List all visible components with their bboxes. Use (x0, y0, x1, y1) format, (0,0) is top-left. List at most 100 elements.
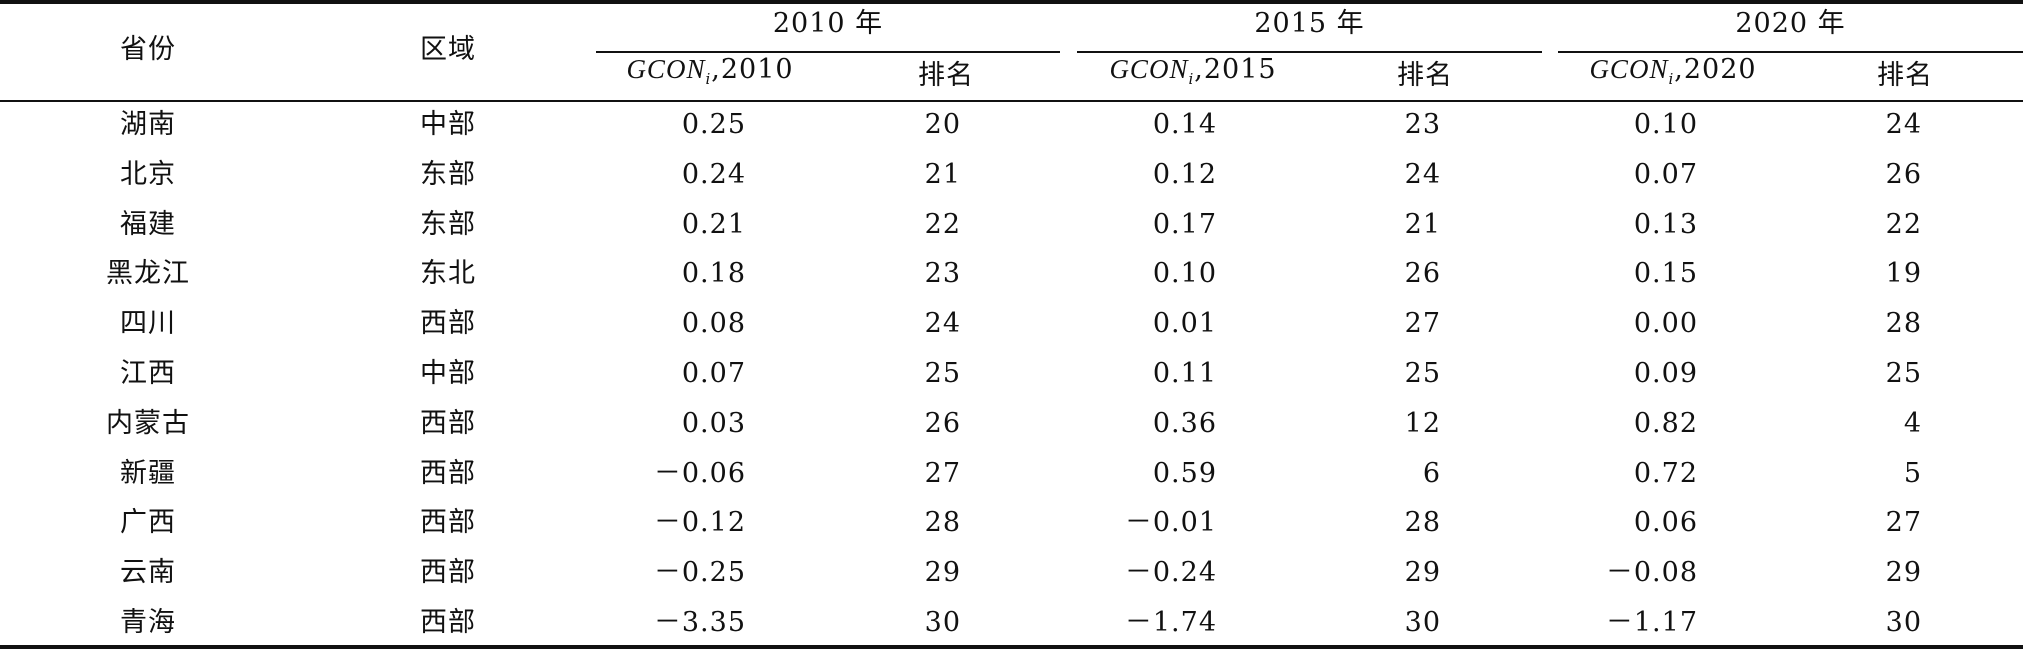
value-cell: 0.36 (1152, 407, 1217, 439)
rank-cell: 4 (1903, 407, 1922, 439)
group-rule (1077, 51, 1542, 53)
bottom-rule (0, 645, 2023, 649)
value-cell: 0.10 (1152, 258, 1217, 290)
value-cell: 0.25 (681, 109, 746, 140)
value-suffix: ,2020 (1674, 53, 1757, 85)
rank-cell: 21 (924, 158, 961, 190)
region-cell: 西部 (420, 507, 476, 539)
header-rule (0, 100, 2023, 102)
rank-cell: 24 (1404, 158, 1441, 190)
province-cell: 青海 (120, 607, 176, 638)
value-cell: 0.59 (1152, 457, 1217, 489)
value-cell: －0.25 (653, 557, 746, 589)
rank-cell: 12 (1404, 407, 1441, 439)
value-cell: －1.74 (1124, 607, 1217, 638)
value-cell: －0.12 (653, 507, 746, 539)
value-cell: －0.01 (1124, 507, 1217, 539)
group-title: 2010 年 (772, 8, 884, 39)
value-cell: －0.24 (1124, 557, 1217, 589)
province-cell: 云南 (120, 557, 176, 589)
value-cell: 0.72 (1633, 457, 1698, 489)
rank-cell: 23 (1404, 109, 1441, 140)
rank-cell: 24 (924, 308, 961, 340)
rank-cell: 27 (1404, 308, 1441, 340)
rank-cell: 24 (1885, 109, 1922, 140)
group-title: 2015 年 (1254, 8, 1365, 39)
rank-cell: 23 (924, 258, 961, 290)
rank-header: 排名 (1877, 60, 1933, 91)
region-cell: 东北 (420, 258, 476, 290)
region-cell: 东部 (420, 208, 476, 240)
rank-cell: 25 (1885, 358, 1922, 389)
value-header: GCONi,2010 (626, 52, 793, 96)
rank-cell: 5 (1903, 457, 1922, 489)
value-header: GCONi,2020 (1589, 52, 1756, 96)
province-cell: 江西 (120, 358, 176, 389)
province-cell: 福建 (120, 208, 176, 240)
value-cell: 0.08 (681, 308, 746, 340)
region-cell: 西部 (420, 607, 476, 638)
rank-cell: 25 (924, 358, 961, 389)
value-cell: 0.15 (1633, 258, 1698, 290)
value-cell: 0.07 (1633, 158, 1698, 190)
rank-cell: 26 (1404, 258, 1441, 290)
rank-cell: 26 (924, 407, 961, 439)
top-rule (0, 0, 2023, 4)
value-cell: －0.06 (653, 457, 746, 489)
value-cell: 0.10 (1633, 109, 1698, 140)
value-cell: 0.00 (1633, 308, 1698, 340)
region-cell: 东部 (420, 158, 476, 190)
province-cell: 黑龙江 (106, 258, 190, 290)
region-cell: 西部 (420, 407, 476, 439)
rank-cell: 28 (1404, 507, 1441, 539)
value-cell: 0.14 (1152, 109, 1217, 140)
group-title: 2020 年 (1735, 8, 1846, 39)
rank-cell: 27 (924, 457, 961, 489)
value-cell: 0.07 (681, 358, 746, 389)
rank-cell: 28 (924, 507, 961, 539)
value-name: GCON (1589, 53, 1669, 84)
rank-header: 排名 (1397, 60, 1453, 91)
value-cell: 0.82 (1633, 407, 1698, 439)
province-cell: 四川 (120, 308, 176, 340)
region-cell: 西部 (420, 457, 476, 489)
rank-cell: 30 (1885, 607, 1922, 638)
value-cell: －1.17 (1605, 607, 1698, 638)
value-name: GCON (1109, 53, 1189, 84)
header-region: 区域 (420, 34, 476, 65)
province-cell: 广西 (120, 507, 176, 539)
rank-cell: 30 (924, 607, 961, 638)
value-cell: 0.11 (1152, 358, 1217, 389)
region-cell: 中部 (420, 358, 476, 389)
rank-cell: 27 (1885, 507, 1922, 539)
value-cell: 0.24 (681, 158, 746, 190)
rank-header: 排名 (918, 60, 974, 91)
region-cell: 中部 (420, 109, 476, 140)
value-name: GCON (626, 53, 706, 84)
rank-cell: 20 (924, 109, 961, 140)
rank-cell: 25 (1404, 358, 1441, 389)
value-cell: 0.13 (1633, 208, 1698, 240)
rank-cell: 22 (924, 208, 961, 240)
province-cell: 北京 (120, 158, 176, 190)
rank-cell: 30 (1404, 607, 1441, 638)
value-header: GCONi,2015 (1109, 52, 1276, 96)
value-cell: －3.35 (653, 607, 746, 638)
rank-cell: 21 (1404, 208, 1441, 240)
province-cell: 湖南 (120, 109, 176, 140)
province-cell: 新疆 (120, 457, 176, 489)
rank-cell: 6 (1422, 457, 1441, 489)
province-cell: 内蒙古 (106, 407, 190, 439)
rank-cell: 22 (1885, 208, 1922, 240)
region-cell: 西部 (420, 557, 476, 589)
value-sub: i (705, 70, 712, 89)
rank-cell: 29 (924, 557, 961, 589)
rank-cell: 29 (1885, 557, 1922, 589)
value-cell: 0.06 (1633, 507, 1698, 539)
group-rule (596, 51, 1060, 53)
value-cell: 0.12 (1152, 158, 1217, 190)
rank-cell: 19 (1885, 258, 1922, 290)
value-cell: －0.08 (1605, 557, 1698, 589)
value-cell: 0.03 (681, 407, 746, 439)
value-suffix: ,2010 (711, 53, 794, 85)
